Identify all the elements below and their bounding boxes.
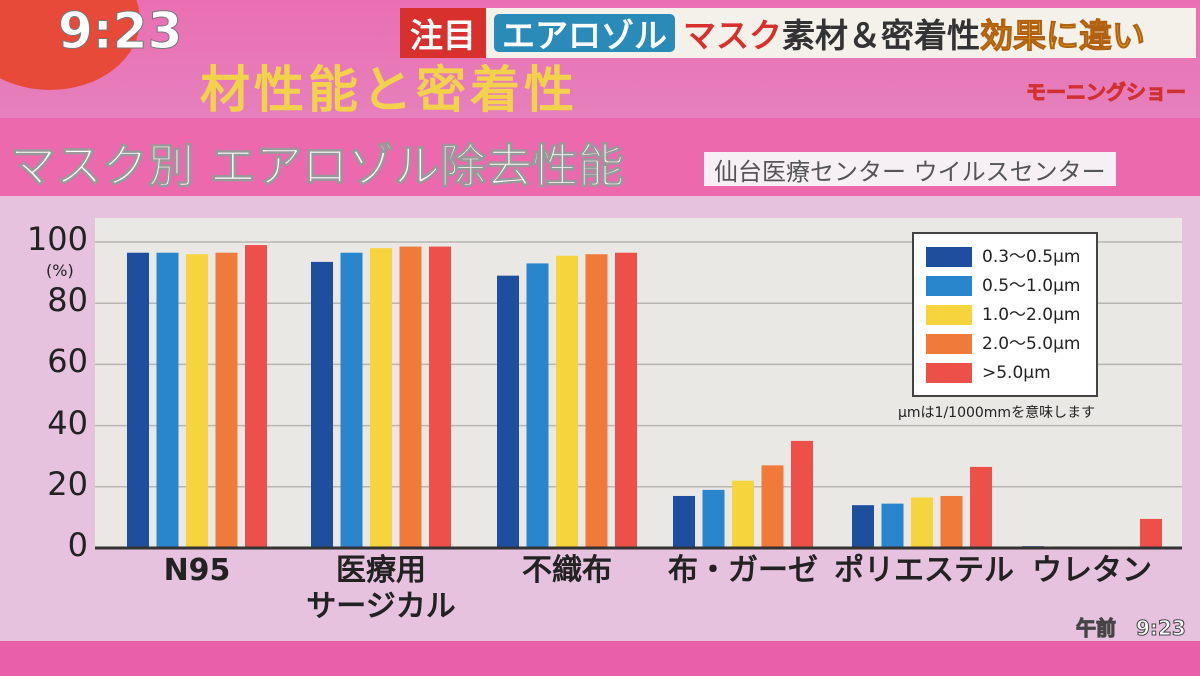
legend-label: 1.0〜2.0μm (982, 304, 1081, 325)
bar (940, 495, 963, 548)
y-tick-label: 0 (67, 526, 88, 564)
bar (881, 503, 904, 548)
y-axis-unit: (%) (46, 261, 74, 280)
legend-label: 0.5〜1.0μm (982, 275, 1081, 296)
bar (1140, 518, 1162, 548)
category-label: 布・ガーゼ (668, 553, 818, 588)
headline-part1: マスク (683, 16, 782, 55)
bar (585, 254, 608, 549)
chart-source: 仙台医療センター ウイルスセンター (704, 152, 1116, 186)
bottom-time: 午前 9:23 (1076, 616, 1187, 640)
category-label: ウレタン (1032, 553, 1152, 588)
legend-swatch (926, 275, 972, 296)
headline-topic: エアロゾル (494, 14, 675, 55)
y-tick-label: 80 (47, 281, 88, 320)
bar (732, 480, 754, 548)
y-tick-label: 20 (47, 464, 88, 503)
bar (429, 246, 451, 548)
clock: 9:23 (57, 2, 183, 61)
legend-label: >5.0μm (982, 362, 1051, 383)
category-label: 医療用 サージカル (306, 553, 456, 624)
bar (399, 246, 422, 548)
legend-swatch (926, 362, 972, 383)
legend-item: 2.0〜5.0μm (926, 329, 1096, 358)
legend-item: 1.0〜2.0μm (926, 300, 1096, 329)
broadcast-header: 材性能と密着性 9:23 注目 エアロゾル マスク 素材＆密着性 効果に違い モ… (0, 0, 1200, 118)
bar (791, 440, 813, 548)
legend-label: 2.0〜5.0μm (982, 333, 1081, 354)
bar (215, 252, 238, 548)
bar (311, 261, 333, 548)
bar (127, 252, 149, 548)
legend: 0.3〜0.5μm 0.5〜1.0μm 1.0〜2.0μm 2.0〜5.0μm >5.0… (912, 232, 1098, 397)
y-tick-label: 100 (26, 220, 88, 258)
bar (911, 497, 933, 548)
legend-swatch (926, 304, 972, 325)
headline-part3: 効果に違い (980, 16, 1146, 56)
bar (245, 245, 267, 548)
bottom-strip (0, 641, 1200, 676)
bar (370, 248, 392, 548)
legend-item: 0.5〜1.0μm (926, 271, 1096, 300)
show-logo: モーニングショー (1026, 80, 1187, 105)
legend-item: 0.3〜0.5μm (926, 242, 1096, 271)
chart-title: マスク別 エアロゾル除去性能 (9, 139, 625, 194)
bar (615, 252, 637, 548)
bar (702, 489, 725, 548)
bar (556, 255, 578, 548)
category-label: 不織布 (522, 553, 612, 588)
category-label: ポリエステル (834, 553, 1014, 588)
bar (340, 252, 363, 548)
y-tick-label: 40 (47, 403, 88, 442)
headline-part2: 素材＆密着性 (782, 16, 980, 55)
bar (852, 505, 874, 548)
legend-label: 0.3〜0.5μm (982, 246, 1081, 267)
legend-item: >5.0μm (926, 358, 1096, 387)
bar (970, 466, 992, 548)
headline-tag: 注目 (400, 8, 486, 58)
category-label: N95 (163, 553, 231, 588)
legend-swatch (926, 333, 972, 354)
bar (186, 254, 208, 549)
bar (673, 495, 695, 548)
background-caption: 材性能と密着性 (200, 61, 578, 119)
legend-swatch (926, 246, 972, 267)
bar (156, 252, 179, 548)
bar (761, 465, 784, 548)
headline-banner: 注目 エアロゾル マスク 素材＆密着性 効果に違い (400, 8, 1196, 58)
bar (497, 275, 519, 548)
y-tick-label: 60 (47, 342, 88, 381)
unit-note: μmは1/1000mmを意味します (898, 405, 1096, 421)
bar (526, 263, 549, 548)
